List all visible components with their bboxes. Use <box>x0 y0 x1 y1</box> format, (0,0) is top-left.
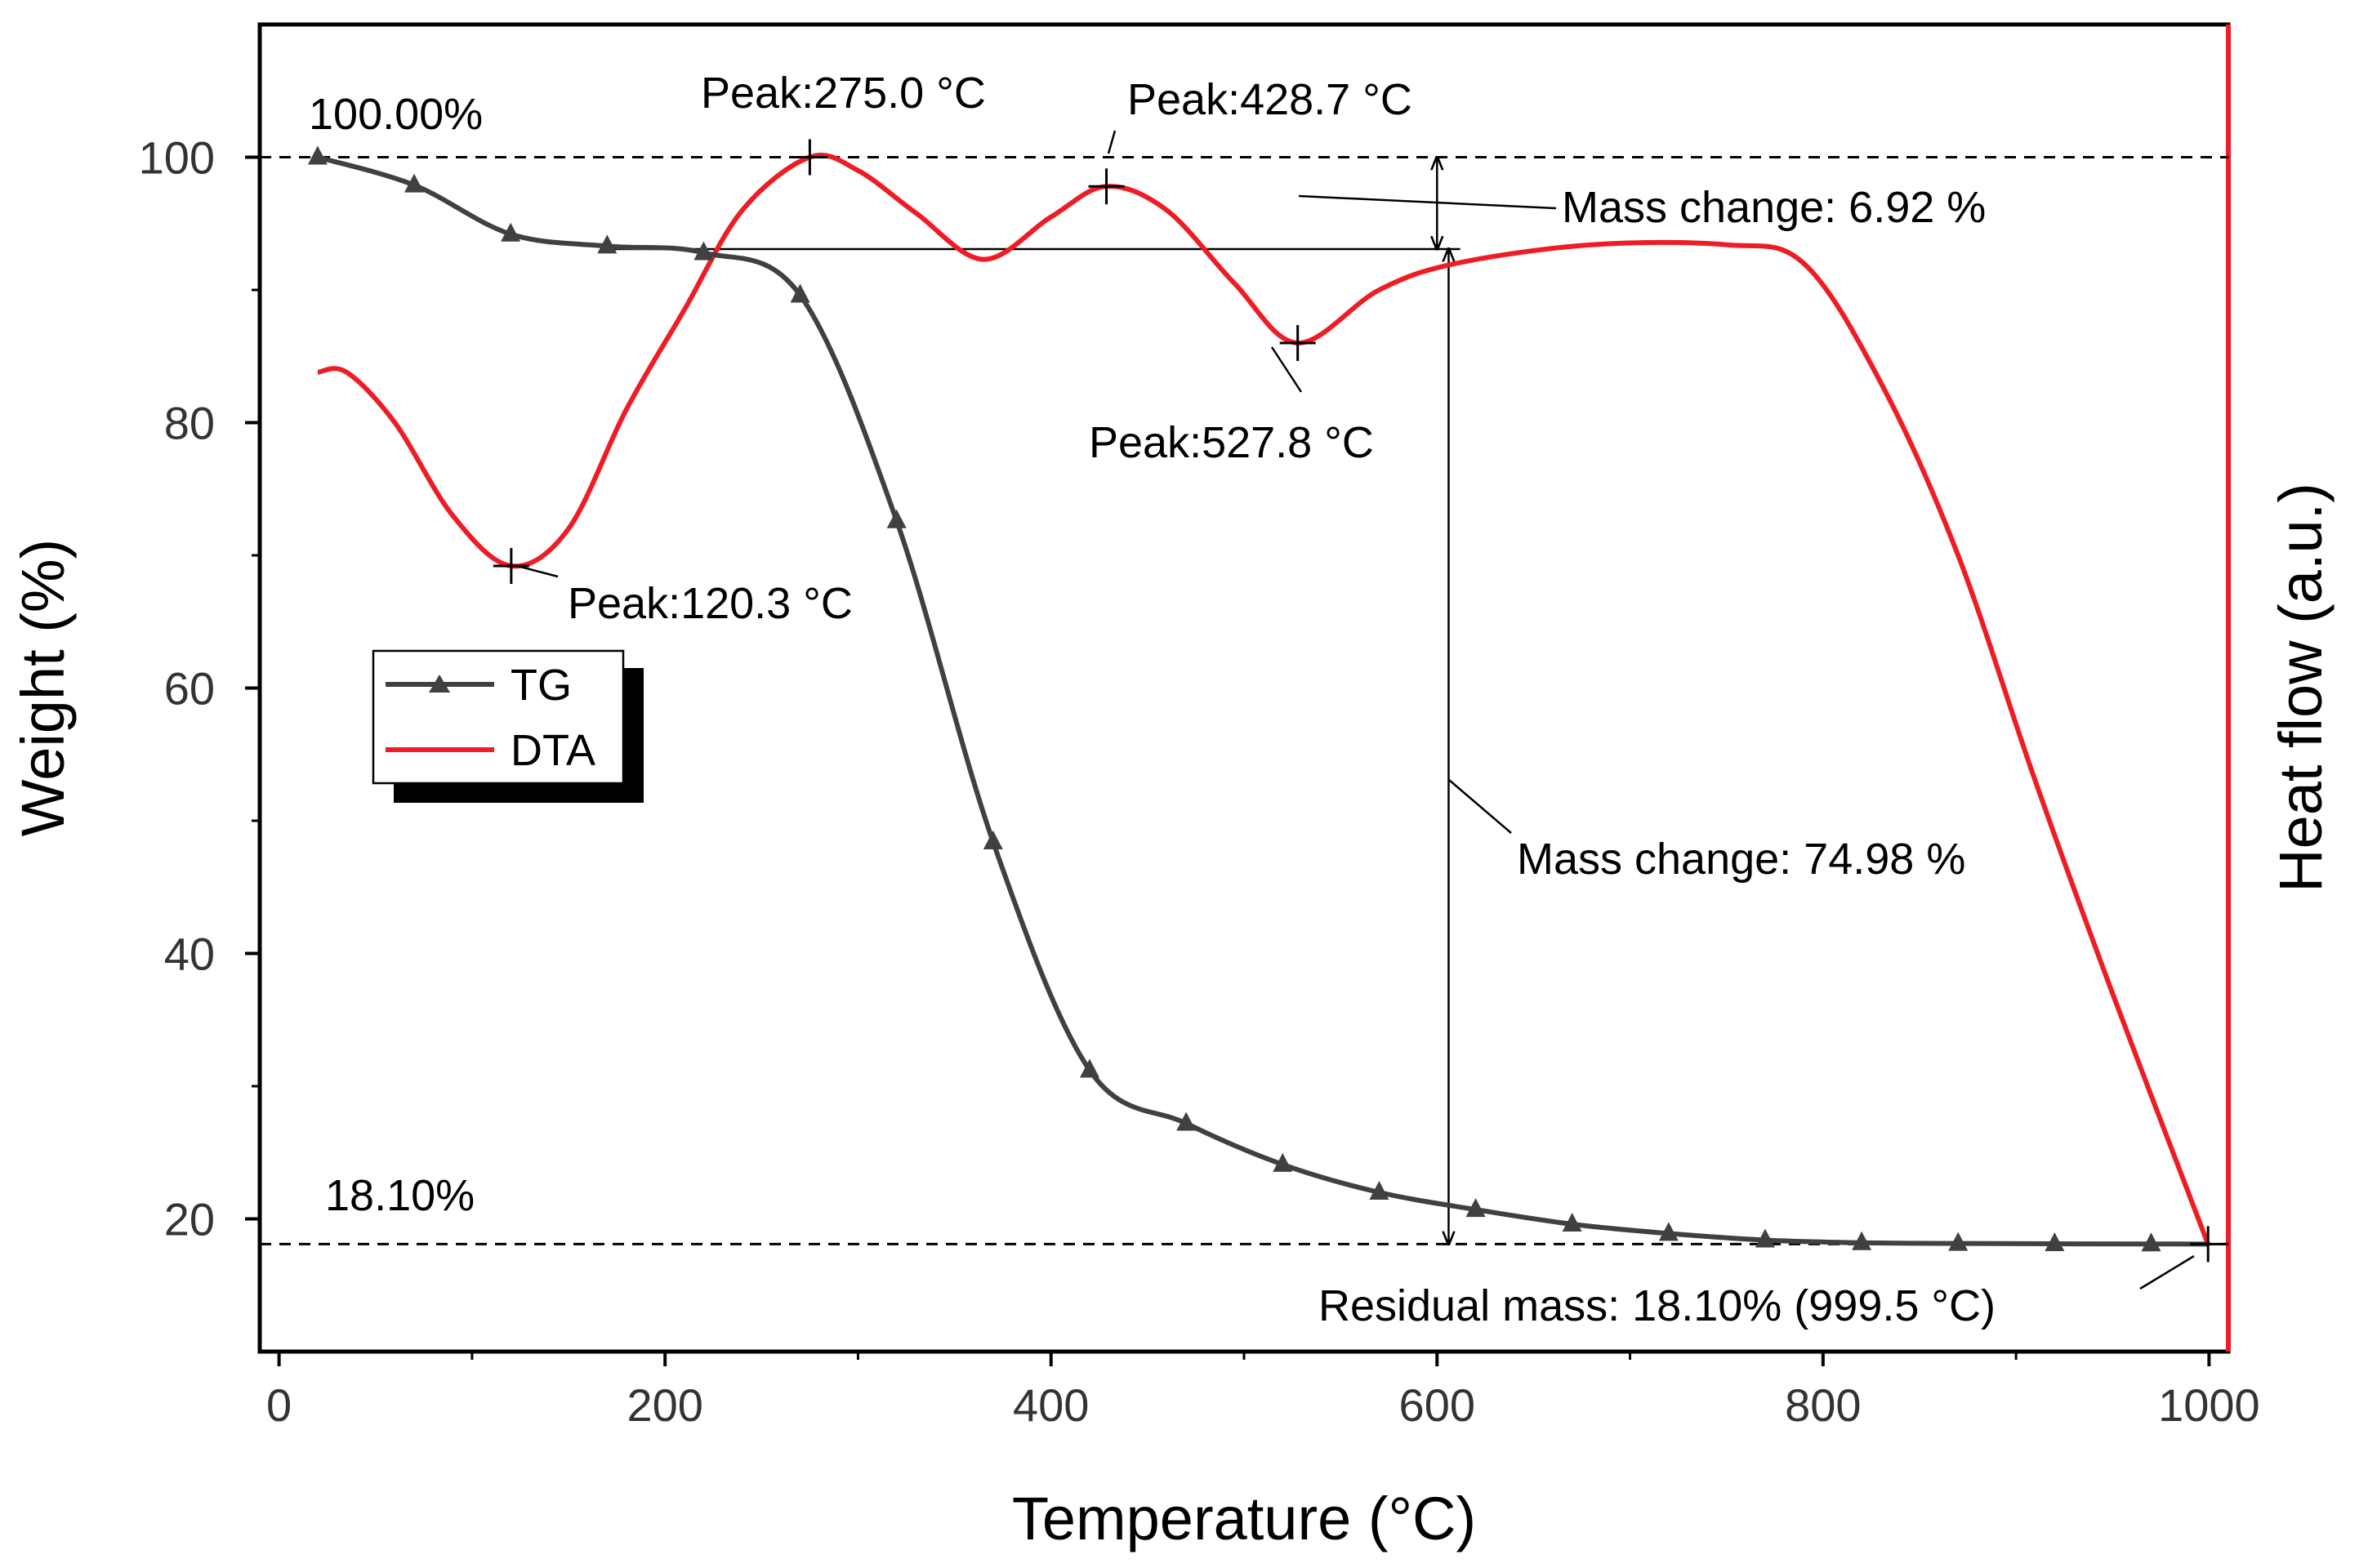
tg-point-marker <box>1079 1058 1099 1078</box>
legend-tg-marker-icon <box>429 675 450 693</box>
legend-box <box>372 649 625 785</box>
y-axis-ticks: 20 40 60 80 100 <box>139 132 260 1245</box>
leader-mass-change-1 <box>1298 194 1557 210</box>
tg-point-marker <box>1852 1231 1872 1250</box>
tg-point-marker <box>2141 1232 2161 1252</box>
annotation-leaders <box>516 130 2195 1290</box>
x-tick-label: 0 <box>266 1379 292 1431</box>
x-tick-label: 600 <box>1399 1379 1475 1431</box>
start-mass-label: 100.00% <box>309 90 483 139</box>
residual-mass-label: Residual mass: 18.10% (999.5 °C) <box>1318 1281 1996 1330</box>
leader-mass-change-2 <box>1448 779 1512 834</box>
mass-change-1-label: Mass change: 6.92 % <box>1562 183 1986 232</box>
tg-point-marker <box>693 241 714 261</box>
legend-tg-label: TG <box>511 661 572 710</box>
mass-change-2-label: Mass change: 74.98 % <box>1517 835 1965 884</box>
y-tick-label: 40 <box>164 929 215 980</box>
dta-series-line <box>317 152 2211 1245</box>
legend-dta-label: DTA <box>511 726 595 775</box>
tg-point-marker <box>404 173 425 193</box>
x-tick-label: 800 <box>1785 1379 1861 1431</box>
peak-label-120: Peak:120.3 °C <box>568 579 853 628</box>
tg-point-marker <box>1755 1228 1775 1248</box>
y-tick-label: 20 <box>164 1194 215 1245</box>
leader-527 <box>1270 346 1303 393</box>
reference-lines <box>260 156 2228 1245</box>
tg-point-marker <box>1369 1181 1389 1200</box>
tg-point-marker <box>1273 1152 1293 1172</box>
leader-120 <box>516 564 559 578</box>
y2-axis-title: Heat flow (a.u.) <box>2267 483 2335 893</box>
tg-point-marker <box>1658 1222 1679 1241</box>
peak-label-527: Peak:527.8 °C <box>1089 418 1374 467</box>
tg-point-marker <box>983 831 1003 849</box>
tg-point-marker <box>1465 1198 1486 1218</box>
leader-428 <box>1107 130 1117 154</box>
peak-label-275: Peak:275.0 °C <box>701 69 986 118</box>
y-tick-label: 80 <box>164 398 215 449</box>
tg-point-marker <box>886 509 907 528</box>
tg-point-marker <box>597 234 618 254</box>
tg-point-marker <box>501 222 521 242</box>
end-mass-label: 18.10% <box>325 1171 475 1220</box>
tg-point-marker <box>790 283 810 303</box>
y-tick-label: 60 <box>164 663 215 715</box>
legend: TG DTA <box>372 649 644 803</box>
x-tick-label: 1000 <box>2158 1379 2260 1431</box>
series-layer <box>307 145 2211 1252</box>
tg-point-marker <box>2045 1232 2065 1252</box>
tg-point-marker <box>1562 1213 1582 1232</box>
x-tick-label: 200 <box>627 1379 702 1431</box>
tg-point-marker <box>307 145 328 165</box>
tg-point-marker <box>1948 1232 1969 1251</box>
x-axis-title: Temperature (°C) <box>1012 1485 1476 1552</box>
peak-label-428: Peak:428.7 °C <box>1127 75 1412 124</box>
x-axis-ticks: 0 200 400 600 800 1000 <box>266 1352 2260 1431</box>
tg-point-marker <box>1176 1111 1197 1131</box>
peak-markers <box>493 139 2227 1263</box>
x-tick-label: 400 <box>1013 1379 1089 1431</box>
y-tick-label: 100 <box>139 132 215 184</box>
leader-residual <box>2139 1254 2195 1290</box>
y-axis-title: Weight (%) <box>9 539 77 837</box>
